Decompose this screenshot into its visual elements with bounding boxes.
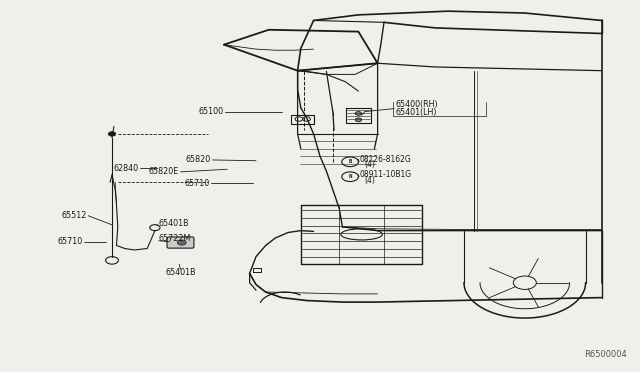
Text: B: B — [348, 159, 352, 164]
Text: (4): (4) — [365, 176, 376, 185]
Text: 65100: 65100 — [199, 107, 224, 116]
Circle shape — [108, 132, 116, 136]
Text: 08911-10B1G: 08911-10B1G — [360, 170, 412, 179]
Text: 62840: 62840 — [113, 164, 138, 173]
Circle shape — [355, 112, 362, 115]
Text: 65512: 65512 — [61, 211, 87, 220]
FancyBboxPatch shape — [167, 237, 194, 248]
Text: 65401(LH): 65401(LH) — [396, 108, 437, 117]
Text: (4): (4) — [365, 160, 376, 169]
Text: 65722M: 65722M — [159, 234, 191, 243]
Text: 65710: 65710 — [58, 237, 83, 246]
Text: 65820E: 65820E — [149, 167, 179, 176]
Text: 65820: 65820 — [186, 155, 211, 164]
Text: 65401B: 65401B — [159, 219, 189, 228]
Text: R6500004: R6500004 — [584, 350, 627, 359]
Text: 65710: 65710 — [185, 179, 210, 187]
Text: 65401B: 65401B — [165, 268, 196, 277]
Text: 65400(RH): 65400(RH) — [396, 100, 438, 109]
Text: N: N — [348, 174, 352, 179]
Circle shape — [177, 240, 186, 245]
Circle shape — [355, 118, 362, 122]
Text: 08126-8162G: 08126-8162G — [360, 155, 412, 164]
